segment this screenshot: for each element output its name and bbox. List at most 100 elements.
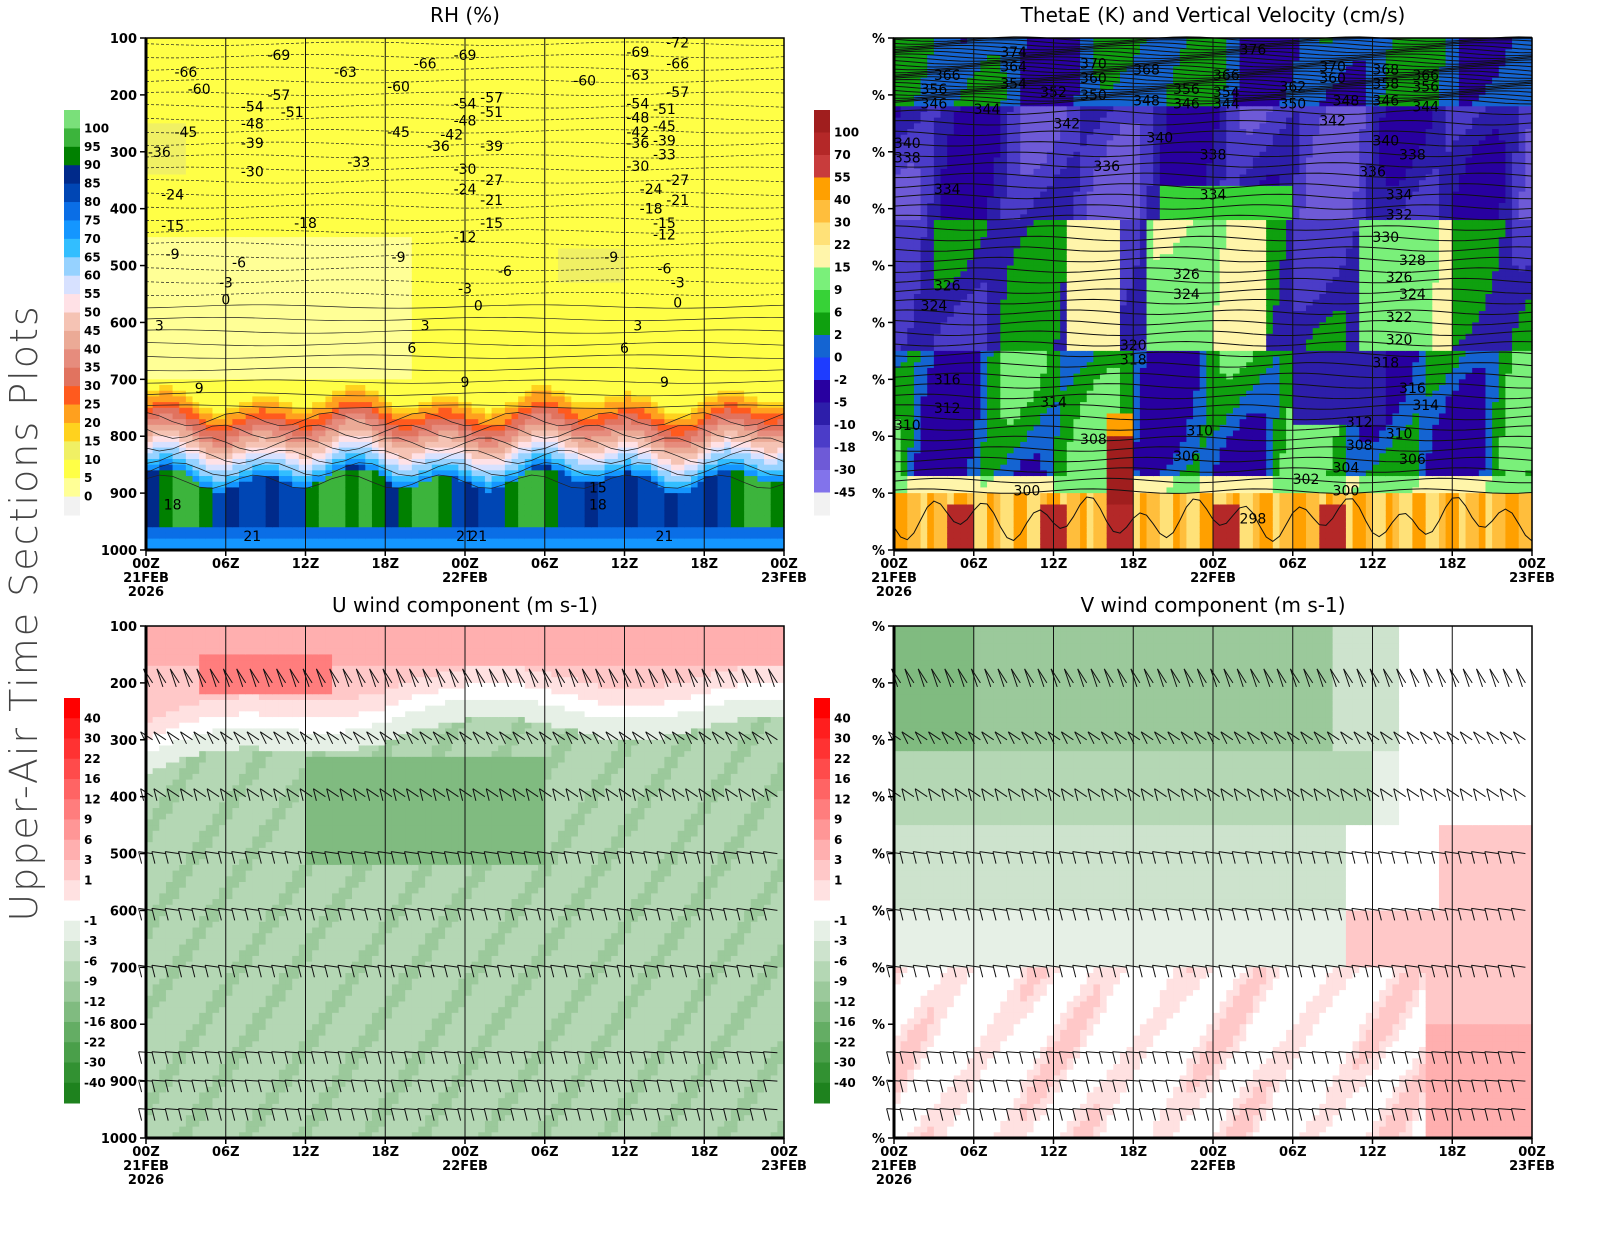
field-cell: [245, 185, 253, 193]
field-cell: [185, 49, 194, 56]
field-cell: [245, 333, 253, 341]
field-cell: [345, 373, 353, 380]
field-cell: [312, 345, 320, 352]
field-cell: [212, 231, 220, 238]
field-cell: [511, 111, 519, 119]
field-cell: [491, 316, 499, 324]
field-cell: [245, 231, 253, 238]
field-cell: [358, 163, 366, 170]
field-cell: [431, 305, 440, 312]
field-cell: [478, 83, 486, 90]
field-cell: [159, 476, 167, 483]
field-cell: [192, 544, 200, 551]
field-cell: [159, 111, 167, 119]
field-cell: [225, 276, 233, 284]
field-cell: [338, 168, 346, 176]
field-cell: [358, 106, 366, 113]
field-cell: [172, 373, 180, 380]
field-cell: [484, 129, 493, 136]
field-cell: [225, 129, 233, 136]
field-cell: [425, 538, 433, 545]
field-cell: [405, 367, 413, 375]
field-cell: [265, 157, 273, 164]
field-cell: [458, 146, 466, 153]
field-cell: [298, 527, 307, 534]
field-cell: [478, 276, 486, 284]
field-cell: [199, 254, 207, 261]
field-cell: [252, 94, 260, 102]
field-cell: [418, 254, 426, 261]
field-cell: [425, 481, 433, 489]
field-cell: [345, 197, 353, 204]
field-cell: [239, 498, 247, 506]
field-cell: [332, 271, 340, 278]
field-cell: [245, 248, 253, 255]
field-cell: [152, 470, 160, 477]
field-cell: [338, 259, 346, 267]
field-cell: [285, 487, 293, 494]
field-cell: [411, 510, 420, 517]
field-cell: [425, 225, 433, 233]
field-cell: [451, 476, 459, 483]
field-cell: [385, 248, 393, 255]
field-cell: [425, 441, 433, 449]
field-cell: [504, 248, 513, 255]
field-cell: [352, 38, 360, 45]
field-cell: [411, 385, 420, 392]
field-cell: [352, 521, 360, 528]
field-cell: [205, 379, 214, 386]
field-cell: [258, 476, 267, 483]
field-cell: [305, 402, 313, 409]
field-cell: [252, 174, 260, 181]
field-cell: [179, 140, 187, 147]
field-cell: [338, 294, 346, 301]
field-cell: [391, 43, 400, 50]
field-cell: [385, 498, 393, 506]
field-cell: [425, 202, 433, 210]
field-cell: [504, 527, 513, 534]
field-cell: [338, 214, 346, 221]
field-cell: [345, 504, 353, 511]
field-cell: [272, 379, 280, 386]
field-cell: [371, 328, 380, 335]
field-cell: [179, 538, 187, 545]
field-cell: [199, 345, 207, 352]
field-cell: [478, 367, 486, 375]
field-cell: [451, 345, 459, 352]
field-cell: [371, 396, 380, 403]
field-cell: [312, 129, 320, 136]
field-cell: [358, 185, 366, 193]
field-cell: [391, 146, 400, 153]
field-cell: [245, 470, 253, 477]
field-cell: [398, 276, 406, 284]
field-cell: [405, 345, 413, 352]
field-cell: [285, 424, 293, 432]
field-cell: [212, 453, 220, 460]
field-cell: [458, 117, 466, 124]
field-cell: [445, 350, 453, 358]
field-cell: [165, 441, 174, 449]
field-cell: [305, 111, 313, 119]
field-cell: [305, 282, 313, 289]
field-cell: [338, 231, 346, 238]
field-cell: [451, 436, 459, 443]
field-cell: [332, 197, 340, 204]
field-cell: [378, 379, 386, 386]
field-cell: [185, 373, 194, 380]
field-cell: [345, 225, 353, 233]
field-cell: [358, 134, 366, 141]
field-cell: [504, 282, 513, 289]
field-cell: [298, 43, 307, 50]
field-cell: [179, 532, 187, 540]
field-cell: [325, 396, 333, 403]
field-cell: [438, 544, 446, 551]
field-cell: [179, 38, 187, 45]
field-cell: [258, 208, 267, 215]
field-cell: [292, 311, 300, 318]
field-cell: [272, 157, 280, 164]
field-cell: [185, 134, 194, 141]
field-cell: [431, 214, 440, 221]
field-cell: [438, 117, 446, 124]
field-cell: [345, 111, 353, 119]
field-cell: [152, 362, 160, 369]
